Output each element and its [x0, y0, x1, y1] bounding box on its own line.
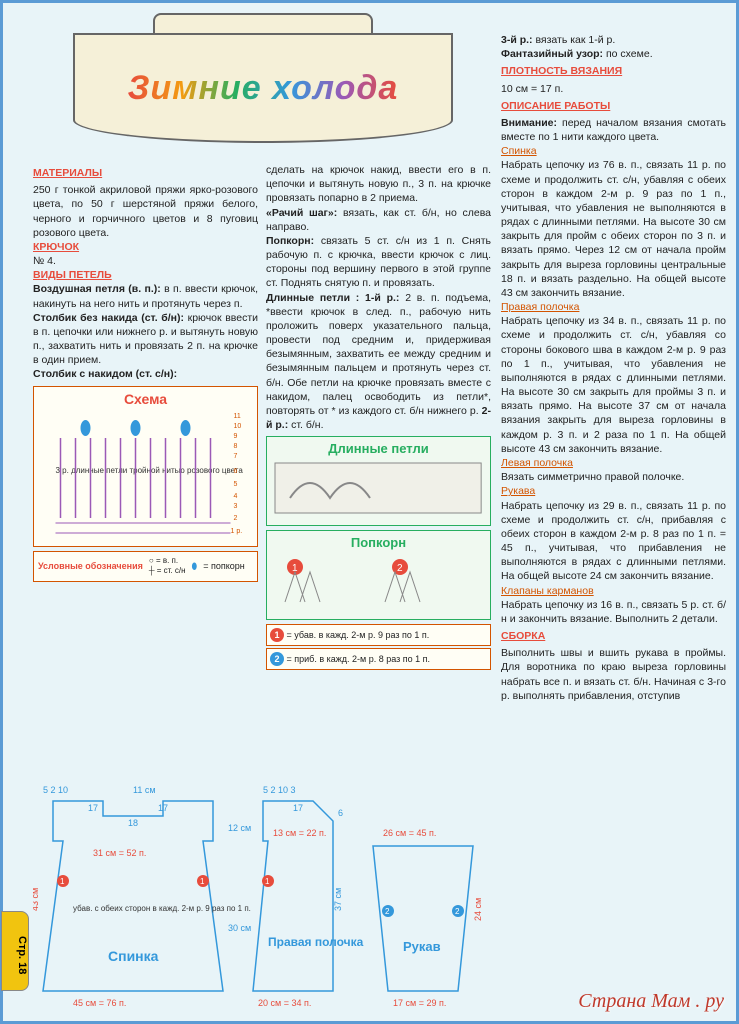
back-text: Набрать цепочку из 76 в. п., связать 11 …	[501, 158, 726, 300]
assembly-text: Выполнить швы и вшить рукава в проймы. Д…	[501, 646, 726, 703]
density-header: ПЛОТНОСТЬ ВЯЗАНИЯ	[501, 64, 726, 78]
sleeves-text: Набрать цепочку из 29 в. п., связать 11 …	[501, 499, 726, 584]
stitches-header: ВИДЫ ПЕТЕЛЬ	[33, 268, 258, 282]
svg-text:убав. с обеих сторон в кажд. 2: убав. с обеих сторон в кажд. 2-м р. 9 ра…	[73, 904, 251, 913]
page-number-tab: Стр. 18	[1, 911, 29, 991]
svg-text:2: 2	[397, 563, 403, 574]
pocket-header: Клапаны карманов	[501, 584, 726, 598]
svg-text:31 см = 52 п.: 31 см = 52 п.	[93, 848, 146, 858]
schema-diagram: Схема 3 р. длинные петли тройной нитью р…	[33, 386, 258, 547]
page-title: Зимние холода	[128, 69, 399, 108]
popcorn-text: Попкорн: связать 5 ст. с/н из 1 п. Снять…	[266, 234, 491, 291]
svg-text:24 см: 24 см	[473, 898, 483, 921]
svg-text:1 р.: 1 р.	[231, 528, 243, 535]
svg-text:2: 2	[455, 907, 460, 916]
crab: «Рачий шаг»: вязать, как ст. б/н, но сле…	[266, 206, 491, 234]
svg-text:5 2 10: 5 2 10	[43, 785, 68, 795]
pattern-svg: 5 2 10 11 см 17 17 18 31 см = 52 п. 12 с…	[33, 781, 493, 1011]
svg-text:11 см: 11 см	[133, 785, 156, 795]
svg-text:5 2 10 3: 5 2 10 3	[263, 785, 296, 795]
svg-text:30 см: 30 см	[228, 923, 251, 933]
sleeves-header: Рукава	[501, 484, 726, 498]
decrease-marker: 1 = убав. в кажд. 2-м р. 9 раз по 1 п.	[266, 624, 491, 646]
right-front-header: Правая полочка	[501, 300, 726, 314]
svg-text:9: 9	[234, 433, 238, 440]
svg-text:1: 1	[60, 877, 65, 886]
svg-text:3: 3	[234, 503, 238, 510]
svg-text:8: 8	[234, 443, 238, 450]
right-front-text: Набрать цепочку из 34 в. п., связать 11 …	[501, 314, 726, 456]
title-banner: Зимние холода	[73, 33, 453, 143]
svg-text:26 см = 45 п.: 26 см = 45 п.	[383, 828, 436, 838]
svg-text:17: 17	[88, 803, 98, 813]
materials-text: 250 г тонкой акриловой пряжи ярко-розово…	[33, 183, 258, 240]
crochet-schema-svg: 3 р. длинные петли тройной нитью розовог…	[37, 408, 254, 538]
popcorn-illustration: 1 2	[270, 552, 487, 612]
dc-cont: сделать на крючок накид, ввести его в п.…	[266, 163, 491, 206]
popcorn-box: Попкорн 1 2	[266, 530, 491, 620]
left-front-text: Вязать симметрично правой полочке.	[501, 470, 726, 484]
svg-text:3 р. длинные петли тройной нит: 3 р. длинные петли тройной нитью розовог…	[56, 466, 244, 475]
long-loops-box: Длинные петли	[266, 436, 491, 526]
watermark: Страна Мам . ру	[578, 990, 724, 1013]
materials-header: МАТЕРИАЛЫ	[33, 166, 258, 180]
svg-text:2: 2	[234, 515, 238, 522]
svg-text:12 см: 12 см	[228, 823, 251, 833]
svg-text:1: 1	[200, 877, 205, 886]
legend-items: ○ = в. п. ┼ = ст. с/н	[149, 556, 186, 578]
svg-text:Спинка: Спинка	[108, 948, 159, 964]
svg-text:7: 7	[234, 453, 238, 460]
legend-label: Условные обозначения	[38, 560, 143, 572]
legend-box: Условные обозначения ○ = в. п. ┼ = ст. с…	[33, 551, 258, 583]
increase-marker: 2 = приб. в кажд. 2-м р. 8 раз по 1 п.	[266, 648, 491, 670]
popcorn-title: Попкорн	[270, 534, 487, 552]
svg-text:43 см: 43 см	[33, 888, 40, 911]
long-loops-illustration	[270, 458, 487, 518]
pocket-text: Набрать цепочку из 16 в. п., связать 5 р…	[501, 598, 726, 626]
description-header: ОПИСАНИЕ РАБОТЫ	[501, 99, 726, 113]
svg-text:20 см = 34 п.: 20 см = 34 п.	[258, 998, 311, 1008]
hook-text: № 4.	[33, 254, 258, 268]
svg-text:Правая полочка: Правая полочка	[268, 935, 364, 949]
svg-text:6: 6	[338, 808, 343, 818]
svg-text:1: 1	[265, 877, 270, 886]
sc-text: Столбик без накида (ст. б/н): крючок вве…	[33, 311, 258, 368]
svg-text:13 см = 22 п.: 13 см = 22 п.	[273, 828, 326, 838]
marker-1-icon: 1	[270, 628, 284, 642]
hook-header: КРЮЧОК	[33, 240, 258, 254]
svg-text:10: 10	[234, 423, 242, 430]
svg-text:18: 18	[128, 818, 138, 828]
dc-label: Столбик с накидом (ст. с/н):	[33, 367, 258, 381]
air-loop: Воздушная петля (в. п.): в п. ввести крю…	[33, 282, 258, 310]
back-header: Спинка	[501, 144, 726, 158]
svg-text:17 см = 29 п.: 17 см = 29 п.	[393, 998, 446, 1008]
svg-text:45 см = 76 п.: 45 см = 76 п.	[73, 998, 126, 1008]
long-loops: Длинные петли : 1-й р.: 2 в. п. подъема,…	[266, 291, 491, 433]
svg-text:4: 4	[234, 493, 238, 500]
density-text: 10 см = 17 п.	[501, 82, 726, 96]
svg-text:6: 6	[234, 468, 238, 475]
left-front-header: Левая полочка	[501, 456, 726, 470]
svg-text:5: 5	[234, 481, 238, 488]
svg-text:37 см: 37 см	[333, 888, 343, 911]
pattern-diagrams: 5 2 10 11 см 17 17 18 31 см = 52 п. 12 с…	[33, 781, 493, 1011]
svg-text:Рукав: Рукав	[403, 939, 441, 954]
svg-text:2: 2	[385, 907, 390, 916]
svg-text:17: 17	[293, 803, 303, 813]
column-3: 3-й р.: вязать как 1-й р. Фантазийный уз…	[501, 33, 726, 703]
schema-title: Схема	[37, 390, 254, 409]
svg-text:11: 11	[234, 413, 241, 420]
marker-2-icon: 2	[270, 652, 284, 666]
assembly-header: СБОРКА	[501, 629, 726, 643]
long-loops-title: Длинные петли	[270, 440, 487, 458]
